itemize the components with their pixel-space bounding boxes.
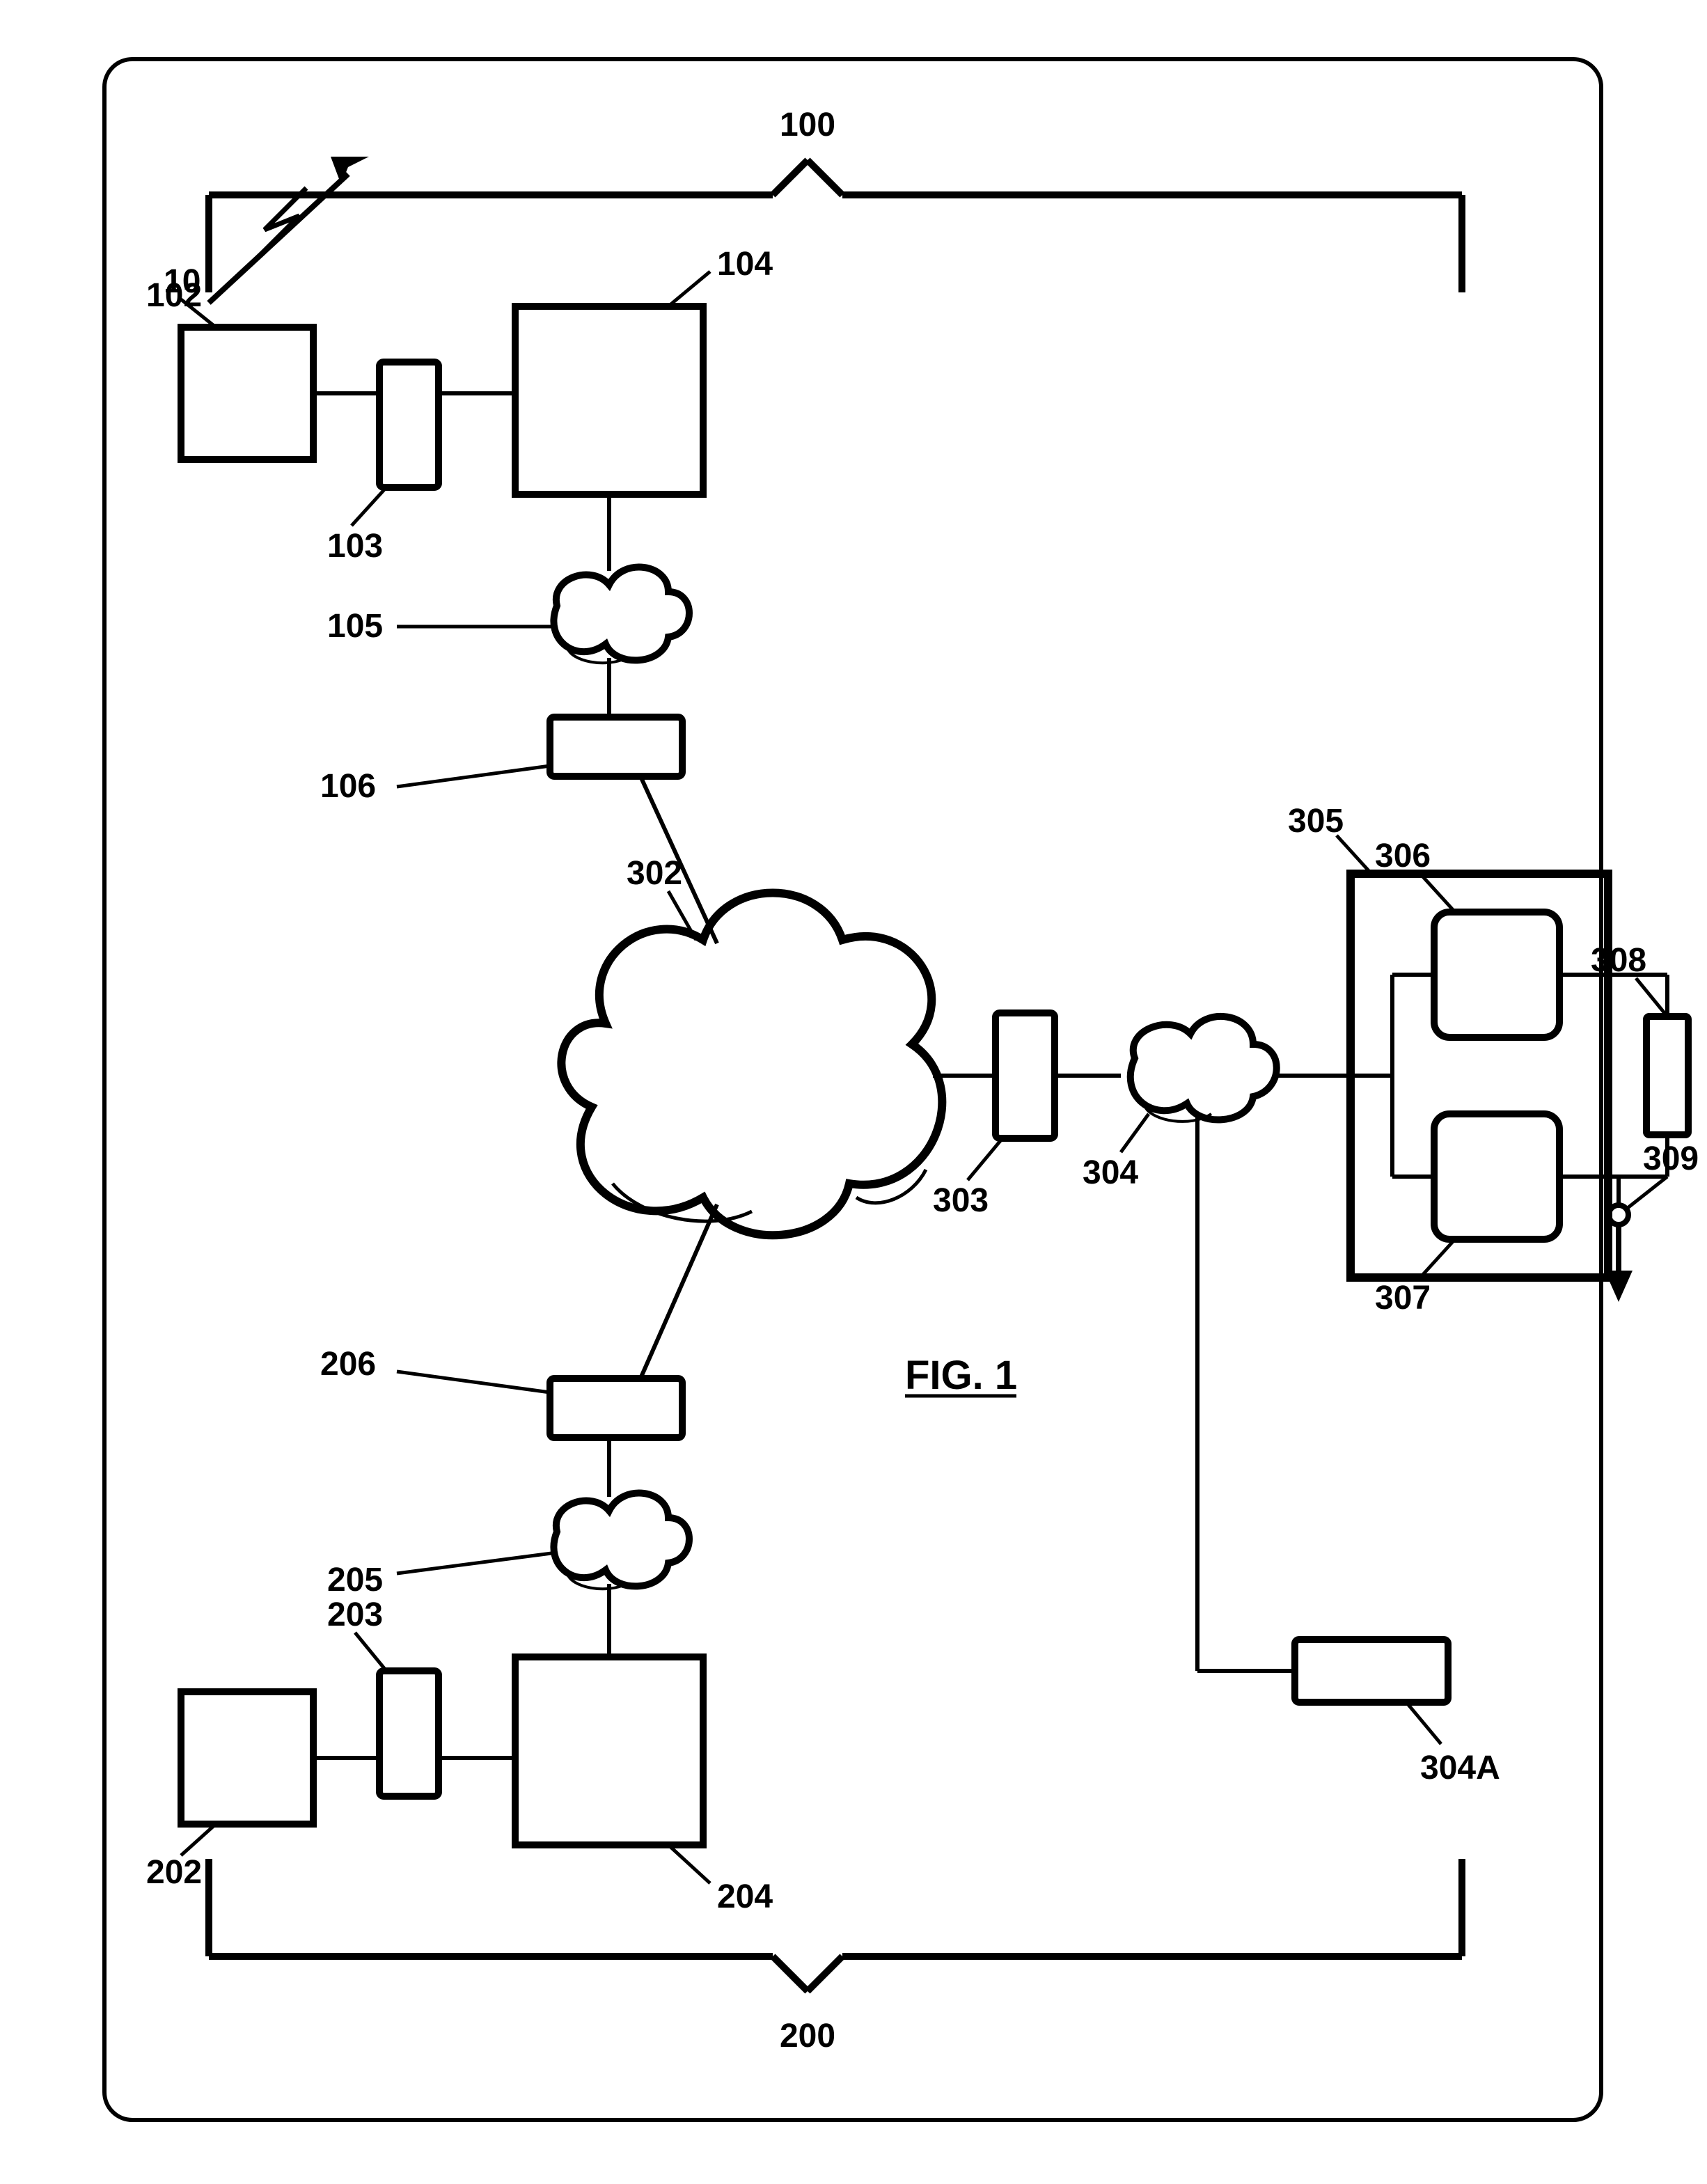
box-202 bbox=[181, 1692, 313, 1824]
cloud-302 bbox=[561, 893, 942, 1236]
label-307: 307 bbox=[1375, 1280, 1431, 1317]
box-203 bbox=[379, 1671, 439, 1796]
bracket-200 bbox=[209, 1859, 1462, 1991]
arrow-10 bbox=[209, 157, 369, 303]
label-302: 302 bbox=[627, 855, 682, 892]
label-106: 106 bbox=[320, 768, 376, 805]
box-308 bbox=[1646, 1016, 1688, 1135]
box-104 bbox=[515, 306, 703, 494]
box-106 bbox=[550, 717, 682, 776]
box-306 bbox=[1434, 912, 1559, 1037]
label-304: 304 bbox=[1083, 1154, 1138, 1191]
cloud-205 bbox=[553, 1493, 689, 1589]
label-203: 203 bbox=[327, 1596, 383, 1633]
bracket-100 bbox=[209, 160, 1462, 292]
label-104: 104 bbox=[717, 246, 773, 283]
label-204: 204 bbox=[717, 1878, 773, 1915]
label-303: 303 bbox=[933, 1182, 989, 1219]
box-103 bbox=[379, 362, 439, 487]
label-100: 100 bbox=[780, 107, 835, 143]
label-304A: 304A bbox=[1420, 1750, 1500, 1786]
label-202: 202 bbox=[146, 1854, 202, 1891]
label-200: 200 bbox=[780, 2018, 835, 2055]
page-frame bbox=[104, 59, 1601, 2120]
box-307 bbox=[1434, 1114, 1559, 1239]
cloud-304 bbox=[1131, 1016, 1277, 1122]
box-303 bbox=[996, 1013, 1055, 1138]
label-309: 309 bbox=[1643, 1140, 1699, 1177]
figure-title: FIG. 1 bbox=[905, 1353, 1017, 1398]
label-105: 105 bbox=[327, 608, 383, 645]
box-204 bbox=[515, 1657, 703, 1845]
diagram-canvas: 100 200 102 103 104 105 106 202 bbox=[0, 0, 1707, 2184]
label-306: 306 bbox=[1375, 838, 1431, 874]
label-10: 10 bbox=[164, 263, 200, 300]
cloud-105 bbox=[553, 567, 689, 663]
box-206 bbox=[550, 1378, 682, 1438]
label-305: 305 bbox=[1288, 803, 1344, 840]
box-102 bbox=[181, 327, 313, 459]
label-205: 205 bbox=[327, 1562, 383, 1598]
label-308: 308 bbox=[1591, 942, 1646, 979]
box-304A bbox=[1295, 1640, 1448, 1702]
label-103: 103 bbox=[327, 528, 383, 565]
label-206: 206 bbox=[320, 1346, 376, 1383]
